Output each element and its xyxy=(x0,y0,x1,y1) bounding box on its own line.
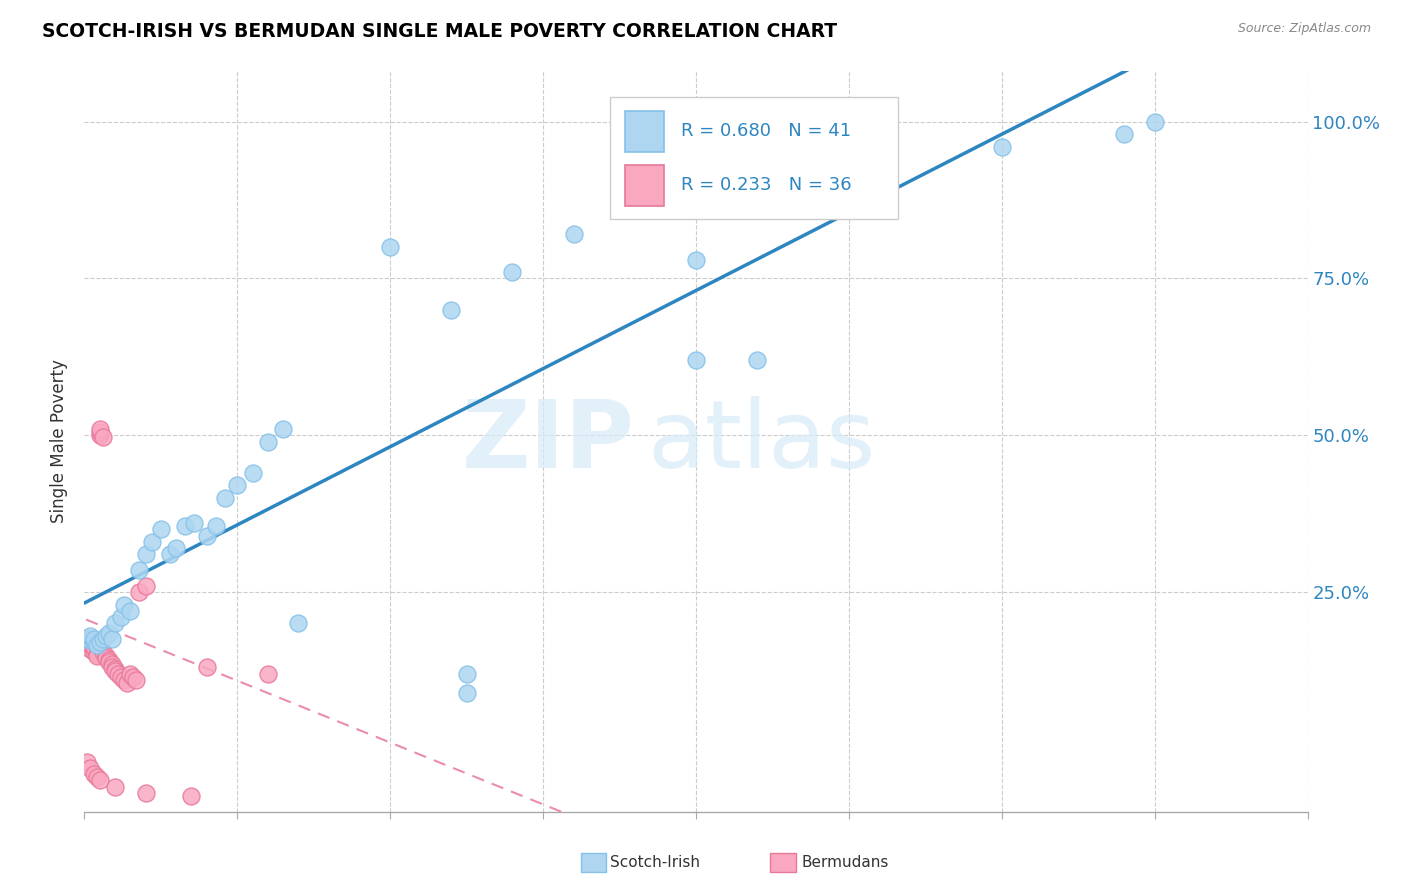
Point xyxy=(257,434,280,449)
Point xyxy=(380,240,402,254)
Point xyxy=(183,516,205,530)
Point xyxy=(149,522,172,536)
Point xyxy=(271,422,294,436)
Point xyxy=(97,626,120,640)
Text: R = 0.680   N = 41: R = 0.680 N = 41 xyxy=(682,122,852,140)
Text: Source: ZipAtlas.com: Source: ZipAtlas.com xyxy=(1237,22,1371,36)
Point xyxy=(125,673,148,687)
Point xyxy=(107,666,129,681)
Point xyxy=(120,666,142,681)
Point xyxy=(79,761,101,775)
Point xyxy=(112,673,135,687)
Point xyxy=(502,265,524,279)
Point xyxy=(226,478,249,492)
Point xyxy=(79,629,101,643)
Point xyxy=(180,789,202,803)
Point xyxy=(86,647,108,661)
Point xyxy=(1114,127,1136,141)
Point xyxy=(86,639,108,653)
Point xyxy=(685,252,707,267)
Point xyxy=(135,579,157,593)
Point xyxy=(101,660,124,674)
Point xyxy=(174,519,197,533)
Point xyxy=(257,666,280,681)
Point xyxy=(83,767,105,781)
Point xyxy=(685,353,707,368)
Point xyxy=(83,635,105,649)
Point xyxy=(94,651,117,665)
Point xyxy=(110,610,132,624)
Text: R = 0.233   N = 36: R = 0.233 N = 36 xyxy=(682,177,852,194)
Point xyxy=(122,670,145,684)
Point xyxy=(135,548,157,562)
Point xyxy=(104,662,127,676)
Point xyxy=(101,657,124,672)
Text: SCOTCH-IRISH VS BERMUDAN SINGLE MALE POVERTY CORRELATION CHART: SCOTCH-IRISH VS BERMUDAN SINGLE MALE POV… xyxy=(42,22,838,41)
Point xyxy=(94,629,117,643)
Point xyxy=(141,535,163,549)
Point xyxy=(76,755,98,769)
Point xyxy=(91,632,114,647)
Bar xyxy=(626,165,664,205)
Text: Bermudans: Bermudans xyxy=(801,855,889,870)
Point xyxy=(214,491,236,505)
Point xyxy=(747,353,769,368)
Point xyxy=(205,519,228,533)
Point xyxy=(104,616,127,631)
Bar xyxy=(626,112,664,152)
Point xyxy=(195,529,218,543)
Point xyxy=(159,548,181,562)
Point xyxy=(104,780,127,794)
Point xyxy=(440,302,463,317)
Point xyxy=(242,466,264,480)
Point xyxy=(76,639,98,653)
Point xyxy=(86,770,108,784)
Y-axis label: Single Male Poverty: Single Male Poverty xyxy=(51,359,69,524)
Point xyxy=(1143,114,1166,128)
Point xyxy=(91,429,114,443)
Point xyxy=(75,635,97,649)
Point xyxy=(135,786,157,800)
Point xyxy=(86,649,108,664)
Bar xyxy=(610,97,898,219)
Point xyxy=(79,641,101,656)
Point xyxy=(83,632,105,647)
Text: Scotch-Irish: Scotch-Irish xyxy=(610,855,700,870)
Point xyxy=(104,664,127,678)
Point xyxy=(110,670,132,684)
Point xyxy=(76,635,98,649)
Point xyxy=(76,632,98,647)
Text: ZIP: ZIP xyxy=(463,395,636,488)
Point xyxy=(115,676,138,690)
Point xyxy=(562,227,585,242)
Point xyxy=(165,541,187,556)
Point xyxy=(97,653,120,667)
Point xyxy=(89,422,111,436)
Point xyxy=(112,598,135,612)
Point xyxy=(83,643,105,657)
Point xyxy=(120,604,142,618)
Point xyxy=(89,428,111,442)
Point xyxy=(838,190,860,204)
Point xyxy=(94,649,117,664)
Point xyxy=(287,616,309,631)
Point xyxy=(83,645,105,659)
Point xyxy=(89,635,111,649)
Point xyxy=(97,656,120,670)
Point xyxy=(91,645,114,659)
Point xyxy=(89,425,111,439)
Point xyxy=(101,632,124,647)
Point xyxy=(79,639,101,653)
Point xyxy=(456,666,478,681)
Point xyxy=(83,640,105,655)
Point xyxy=(456,685,478,699)
Point xyxy=(128,585,150,599)
Text: atlas: atlas xyxy=(647,395,876,488)
Point xyxy=(89,773,111,788)
Point xyxy=(195,660,218,674)
Point xyxy=(991,139,1014,153)
Point xyxy=(79,636,101,650)
Point xyxy=(128,563,150,577)
Point xyxy=(76,632,98,647)
